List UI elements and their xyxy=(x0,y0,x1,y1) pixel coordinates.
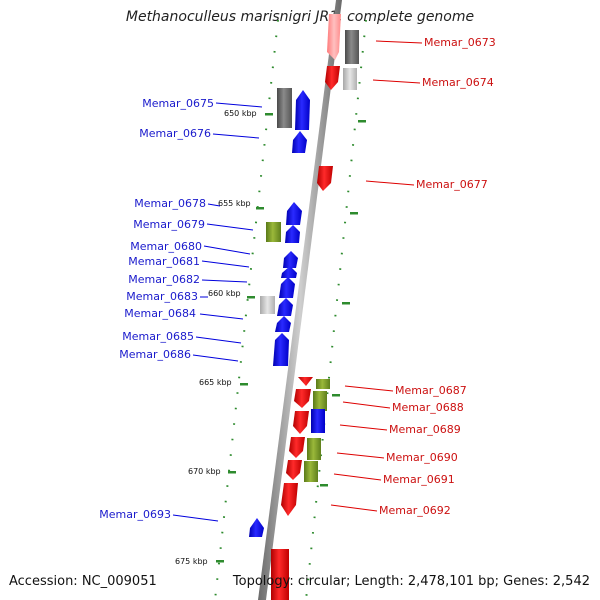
gene-block[interactable] xyxy=(311,409,325,433)
gene-arrow[interactable] xyxy=(275,316,291,332)
gene-label-memar-0684[interactable]: Memar_0684 xyxy=(124,307,196,320)
gene-block[interactable] xyxy=(313,391,327,411)
genome-backbone xyxy=(258,0,342,600)
gene-arrow[interactable] xyxy=(289,437,305,458)
gene-label-memar-0679[interactable]: Memar_0679 xyxy=(133,218,205,231)
gene-arrow[interactable] xyxy=(281,483,298,516)
gene-label-memar-0682[interactable]: Memar_0682 xyxy=(128,273,200,286)
gene-label-memar-0685[interactable]: Memar_0685 xyxy=(122,330,194,343)
gene-arrow[interactable] xyxy=(277,298,293,316)
track-ring-outer-right xyxy=(305,19,367,600)
gene-label-memar-0693[interactable]: Memar_0693 xyxy=(99,508,171,521)
gene-block[interactable] xyxy=(316,379,330,389)
gene-label-memar-0677[interactable]: Memar_0677 xyxy=(416,178,488,191)
gene-arrow[interactable] xyxy=(286,202,302,225)
tick-label-665: 665 kbp xyxy=(199,378,232,387)
gene-arrow[interactable] xyxy=(286,460,302,480)
left-leader-lines xyxy=(172,102,263,522)
gene-label-memar-0692[interactable]: Memar_0692 xyxy=(379,504,451,517)
gene-arrow[interactable] xyxy=(317,166,333,191)
gene-arrow[interactable] xyxy=(292,131,307,153)
gene-label-memar-0675[interactable]: Memar_0675 xyxy=(142,97,214,110)
gene-arrow[interactable] xyxy=(279,277,295,298)
tick-label-660: 660 kbp xyxy=(208,289,241,298)
gene-arrow[interactable] xyxy=(295,90,310,130)
gene-arrow[interactable] xyxy=(273,333,289,366)
gene-label-memar-0678[interactable]: Memar_0678 xyxy=(134,197,206,210)
gene-label-memar-0681[interactable]: Memar_0681 xyxy=(128,255,200,268)
forward-strand-genes xyxy=(271,14,359,600)
gene-arrow[interactable] xyxy=(327,14,341,60)
gene-block[interactable] xyxy=(260,296,275,314)
tick-label-670: 670 kbp xyxy=(188,467,221,476)
gene-arrow[interactable] xyxy=(249,518,264,537)
gene-arrow[interactable] xyxy=(281,266,297,278)
gene-arrow[interactable] xyxy=(298,377,313,386)
gene-arrow[interactable] xyxy=(283,251,298,268)
gene-block[interactable] xyxy=(343,68,357,90)
gene-arrow[interactable] xyxy=(294,389,311,408)
gene-label-memar-0673[interactable]: Memar_0673 xyxy=(424,36,496,49)
right-leader-lines xyxy=(330,40,423,512)
map-title: Methanoculleus marisnigri JR1, complete … xyxy=(125,9,475,25)
gene-label-memar-0680[interactable]: Memar_0680 xyxy=(130,240,202,253)
gene-label-memar-0691[interactable]: Memar_0691 xyxy=(383,473,455,486)
gene-label-memar-0689[interactable]: Memar_0689 xyxy=(389,423,461,436)
gene-label-memar-0674[interactable]: Memar_0674 xyxy=(422,76,494,89)
gene-block[interactable] xyxy=(307,438,321,460)
gene-label-memar-0683[interactable]: Memar_0683 xyxy=(126,290,198,303)
gene-arrow[interactable] xyxy=(285,225,300,243)
gene-label-memar-0686[interactable]: Memar_0686 xyxy=(119,348,191,361)
tick-label-655: 655 kbp xyxy=(218,199,251,208)
gene-label-memar-0687[interactable]: Memar_0687 xyxy=(395,384,467,397)
gene-block[interactable] xyxy=(304,461,318,482)
gene-block[interactable] xyxy=(277,88,292,128)
accession-text: Accession: NC_009051 xyxy=(9,574,157,589)
tick-marks xyxy=(216,113,366,563)
gene-label-memar-0676[interactable]: Memar_0676 xyxy=(139,127,211,140)
gene-label-memar-0688[interactable]: Memar_0688 xyxy=(392,401,464,414)
topology-text: Topology: circular; Length: 2,478,101 bp… xyxy=(232,574,590,589)
gene-arrow[interactable] xyxy=(325,66,340,90)
gene-block[interactable] xyxy=(266,222,281,242)
gene-label-memar-0690[interactable]: Memar_0690 xyxy=(386,451,458,464)
tick-label-675: 675 kbp xyxy=(175,557,208,566)
gene-block[interactable] xyxy=(345,30,359,64)
tick-label-650: 650 kbp xyxy=(224,109,257,118)
reverse-strand-genes xyxy=(249,88,310,537)
gene-block[interactable] xyxy=(271,549,289,600)
gene-arrow[interactable] xyxy=(293,411,309,434)
